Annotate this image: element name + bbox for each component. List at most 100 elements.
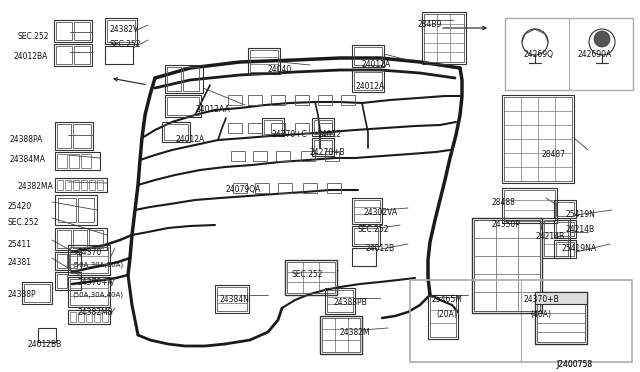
Bar <box>262 118 284 136</box>
Text: 24370+A: 24370+A <box>78 278 114 287</box>
Bar <box>57 180 63 190</box>
Text: 24388PA: 24388PA <box>10 135 44 144</box>
Bar <box>105 46 133 64</box>
Text: 24382M: 24382M <box>340 328 371 337</box>
Text: 24388P: 24388P <box>8 290 36 299</box>
Bar <box>69 254 77 268</box>
Bar <box>55 195 97 225</box>
Bar <box>352 70 384 92</box>
Bar <box>556 222 574 236</box>
Bar <box>354 228 378 244</box>
Bar <box>352 226 380 246</box>
Text: 24270+B: 24270+B <box>310 148 346 157</box>
Bar <box>70 312 76 322</box>
Text: 25419N: 25419N <box>565 210 595 219</box>
Bar <box>430 297 456 337</box>
Text: 24079QA: 24079QA <box>225 185 260 194</box>
Bar <box>424 14 464 62</box>
Bar <box>24 284 50 302</box>
Bar <box>502 95 574 183</box>
Bar <box>55 272 81 290</box>
Text: 25411: 25411 <box>8 240 32 249</box>
Bar <box>535 292 587 344</box>
Bar <box>314 120 332 134</box>
Bar <box>314 140 332 154</box>
Bar <box>74 46 90 64</box>
Bar <box>55 228 107 250</box>
Bar <box>94 312 100 322</box>
Bar <box>504 190 555 221</box>
Bar <box>89 230 103 248</box>
Text: 24382MB: 24382MB <box>78 308 114 317</box>
Bar <box>556 242 574 256</box>
Bar <box>55 152 100 170</box>
Text: (50A,30A,30A): (50A,30A,30A) <box>72 262 123 269</box>
Circle shape <box>594 31 610 47</box>
Bar <box>73 180 79 190</box>
Text: 24384N: 24384N <box>220 295 250 304</box>
Bar <box>276 151 290 161</box>
Text: 24382MA: 24382MA <box>18 182 54 191</box>
Bar <box>325 288 355 314</box>
Bar <box>474 220 540 311</box>
Bar <box>352 198 382 224</box>
Bar <box>58 198 76 222</box>
Bar <box>89 180 95 190</box>
Bar <box>165 65 203 93</box>
Bar <box>502 188 557 223</box>
Bar <box>73 230 87 248</box>
Bar <box>54 44 92 66</box>
Bar <box>57 230 71 248</box>
Bar <box>57 254 67 268</box>
Bar <box>285 260 337 295</box>
Bar <box>542 218 570 258</box>
Bar <box>537 294 585 342</box>
Bar <box>554 220 576 238</box>
Bar <box>248 95 262 105</box>
Bar <box>271 123 285 133</box>
Text: 24381: 24381 <box>8 258 32 267</box>
Bar <box>97 180 103 190</box>
Bar <box>248 48 280 74</box>
Text: 24012AA: 24012AA <box>195 105 230 114</box>
Bar <box>352 45 384 67</box>
Bar <box>65 180 71 190</box>
Bar <box>56 22 72 40</box>
Bar <box>271 95 285 105</box>
Bar <box>105 18 137 44</box>
Bar <box>68 277 110 307</box>
Bar <box>81 180 87 190</box>
Text: (50A,30A,40A): (50A,30A,40A) <box>72 292 123 298</box>
Bar <box>472 218 542 313</box>
Bar <box>253 151 267 161</box>
Bar <box>78 312 84 322</box>
Bar <box>233 183 247 193</box>
Text: 24214B: 24214B <box>565 225 594 234</box>
Bar <box>287 262 335 293</box>
Bar <box>57 154 67 168</box>
Text: J2400758: J2400758 <box>556 360 592 369</box>
Bar <box>228 95 242 105</box>
Bar <box>325 151 339 161</box>
Text: 24012A: 24012A <box>355 82 384 91</box>
Bar <box>554 240 576 258</box>
Text: 24384MA: 24384MA <box>10 155 46 164</box>
Bar <box>318 123 332 133</box>
Bar <box>55 252 81 270</box>
Text: 24012BA: 24012BA <box>14 52 49 61</box>
Bar <box>164 124 188 140</box>
Text: (40A): (40A) <box>530 310 551 319</box>
Text: 24370+B: 24370+B <box>523 295 559 304</box>
Bar <box>69 154 79 168</box>
Text: 24382V: 24382V <box>110 25 140 34</box>
Bar <box>54 20 92 42</box>
Text: 24302VA: 24302VA <box>363 208 397 217</box>
Bar <box>78 198 94 222</box>
Bar <box>38 328 56 342</box>
Bar <box>504 97 572 181</box>
Text: 24012B: 24012B <box>365 244 394 253</box>
Bar <box>57 274 67 288</box>
Bar <box>55 122 93 150</box>
Bar <box>217 287 247 311</box>
Bar <box>86 312 92 322</box>
